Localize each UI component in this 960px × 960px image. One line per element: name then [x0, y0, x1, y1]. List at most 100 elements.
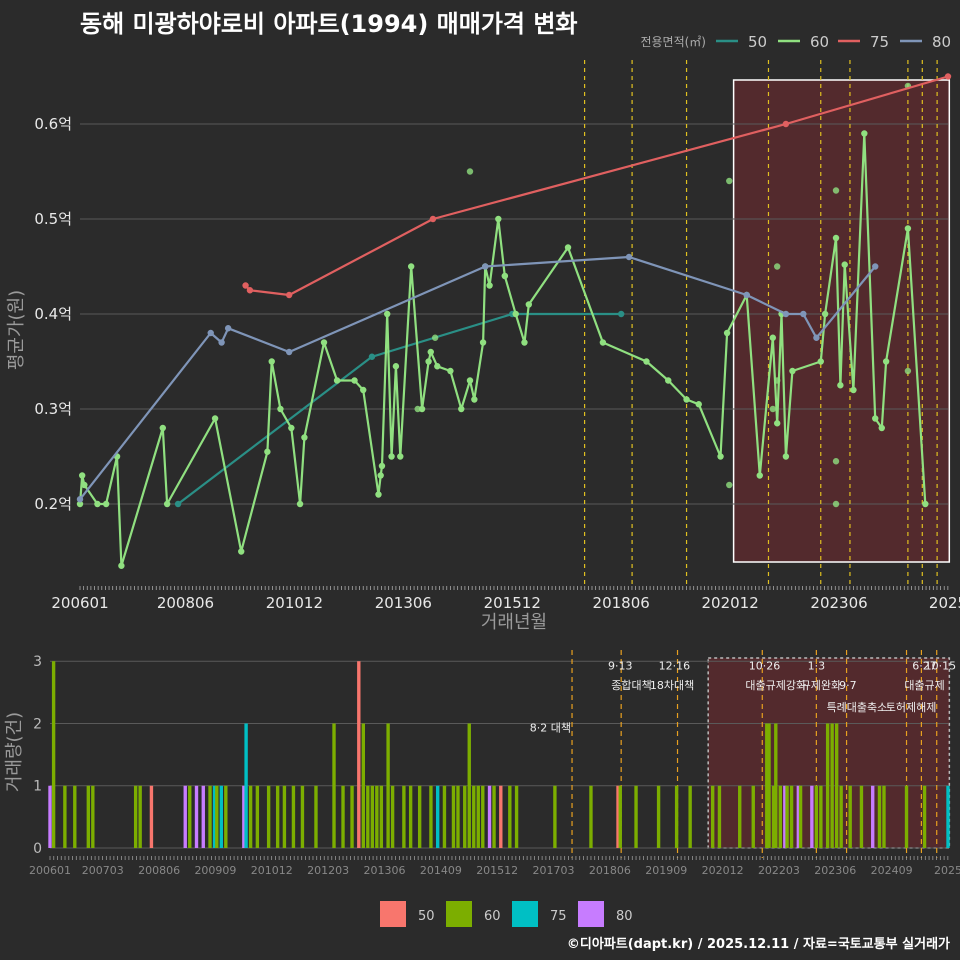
data-point-60: [832, 500, 840, 508]
x-tick-label: 202306: [814, 864, 856, 877]
series-line-60: [78, 132, 927, 567]
x-tick-label: 201012: [251, 864, 293, 877]
x-tick-label: 201806: [589, 864, 631, 877]
volume-bar-60: [275, 785, 280, 848]
volume-bar-60: [215, 785, 219, 848]
volume-bar-60: [751, 785, 755, 848]
data-point-60: [878, 424, 885, 432]
volume-bar-60: [341, 785, 345, 848]
data-point-80: [224, 325, 232, 332]
data-point-60: [501, 272, 509, 280]
data-point-80: [800, 310, 807, 318]
data-point-60: [723, 329, 731, 337]
legend-label-60: 60: [810, 33, 829, 51]
y-tick-label: 1: [33, 779, 42, 795]
y-tick-label: 0.4억: [34, 305, 72, 323]
volume-bar-50: [149, 785, 154, 848]
data-point-60: [211, 415, 219, 422]
volume-bar-60: [882, 785, 886, 848]
volume-bar-60: [361, 723, 365, 848]
x-tick-label: 201512: [476, 864, 518, 877]
volume-bar-60: [291, 785, 296, 848]
volume-bar-50: [616, 785, 620, 848]
data-point-60: [882, 358, 890, 365]
data-point-60: [351, 377, 358, 384]
volume-bar-60: [688, 785, 692, 848]
policy-label: 대출규제강화: [745, 679, 806, 692]
volume-bar-60: [771, 785, 776, 848]
legend-key-80: [578, 901, 604, 927]
policy-label: 토허제해제: [886, 700, 937, 714]
y-axis-title: 평균가(원): [6, 290, 27, 370]
volume-bar-60: [710, 785, 715, 848]
data-point-60: [521, 339, 528, 346]
volume-bar-80: [48, 785, 52, 848]
data-point-50: [368, 353, 376, 360]
volume-bar-60: [456, 785, 460, 848]
data-point-60: [288, 424, 295, 432]
legend-label-50: 50: [418, 909, 435, 924]
volume-bar-60: [255, 785, 260, 848]
policy-label: 6·27: [912, 659, 937, 672]
x-tick-label: 200601: [29, 864, 71, 877]
data-point-60: [118, 562, 125, 569]
volume-bar-60: [442, 785, 447, 848]
data-point-60: [78, 472, 86, 479]
volume-bar-60: [830, 723, 834, 848]
data-point-60: [397, 453, 404, 460]
data-point-75: [285, 291, 293, 299]
volume-bar-60: [656, 785, 661, 848]
volume-bar-60: [138, 785, 142, 848]
data-point-60: [817, 358, 824, 365]
policy-label: 10·15: [925, 659, 957, 672]
volume-bar-75: [436, 785, 440, 848]
x-tick-label: 202012: [702, 864, 744, 877]
policy-label: 규제완화: [801, 679, 841, 692]
data-point-60: [832, 187, 840, 194]
volume-bar-60: [133, 785, 138, 848]
volume-bar-60: [73, 785, 77, 848]
x-tick-label: 200909: [194, 864, 236, 877]
volume-bar-60: [717, 785, 722, 848]
y-tick-label: 3: [33, 654, 42, 670]
x-tick-label: 201203: [307, 864, 349, 877]
x-tick-label: 202306: [810, 594, 867, 612]
policy-label: 대출규제: [904, 679, 944, 692]
policy-label: 종합대책: [611, 679, 651, 692]
volume-bar-60: [553, 785, 557, 848]
volume-bar-60: [472, 785, 476, 848]
data-point-60: [479, 339, 487, 346]
legend-label-80: 80: [932, 33, 951, 51]
y-tick-label: 0: [33, 841, 42, 857]
data-point-60: [789, 367, 796, 375]
data-point-60: [427, 348, 434, 356]
volume-bar-60: [350, 785, 354, 848]
volume-bar-60: [814, 785, 819, 848]
data-point-60: [841, 261, 848, 268]
data-point-60: [388, 453, 395, 460]
data-point-60: [832, 458, 840, 465]
volume-bar-60: [819, 785, 823, 848]
data-point-60: [726, 481, 733, 489]
volume-bar-60: [224, 785, 228, 848]
x-tick-label: 200703: [82, 864, 124, 877]
volume-bar-60: [417, 785, 422, 848]
volume-bar-60: [767, 723, 771, 848]
data-point-60: [904, 225, 912, 232]
data-point-60: [320, 339, 328, 346]
data-point-50: [174, 500, 182, 508]
policy-label: 18차대책: [650, 679, 694, 692]
data-point-60: [301, 434, 308, 441]
volume-bar-60: [589, 785, 593, 848]
volume-bar-60: [778, 785, 782, 848]
data-point-60: [377, 472, 384, 479]
volume-bar-60: [877, 785, 882, 848]
legend-title: 전용면적(㎡): [640, 35, 706, 49]
volume-bar-60: [467, 723, 471, 848]
legend-label-75: 75: [550, 909, 567, 924]
volume-bar-60: [859, 785, 864, 848]
x-tick-label: 200601: [51, 594, 108, 612]
volume-bar-60: [402, 785, 406, 848]
x-tick-label: 200806: [157, 594, 214, 612]
